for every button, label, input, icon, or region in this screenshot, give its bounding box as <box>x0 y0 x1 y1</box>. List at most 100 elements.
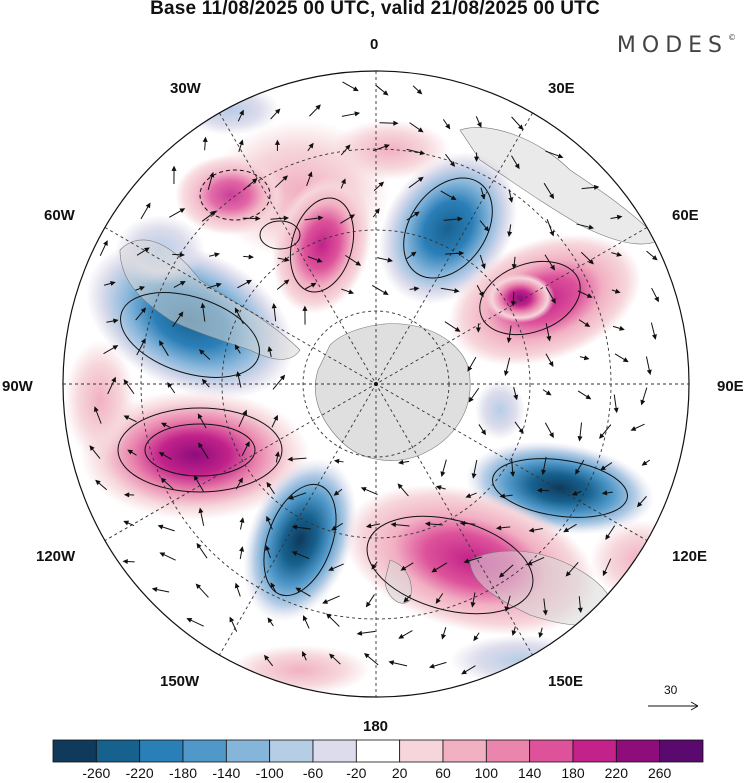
wind-vector-head <box>270 582 276 589</box>
colorbar <box>52 739 704 763</box>
pole-marker <box>374 382 378 386</box>
wind-vector-head <box>622 357 629 363</box>
colorbar-tick-label: 60 <box>435 765 451 781</box>
wind-vector-head <box>255 215 261 221</box>
wind-vector-head <box>498 572 505 578</box>
wind-vector-head <box>198 442 204 449</box>
wind-vector-head <box>111 376 116 383</box>
colorbar-swatch <box>355 739 401 763</box>
wind-vector-head <box>284 256 290 262</box>
wind-vector-head <box>459 520 466 526</box>
wind-vector-head <box>454 326 461 332</box>
colorbar-tick-label: -260 <box>82 765 111 781</box>
wind-vector-head <box>316 257 323 263</box>
wind-vector-head <box>585 394 592 400</box>
wind-vector-head <box>229 616 235 623</box>
colorbar-swatch <box>399 739 444 763</box>
wind-vector-head <box>584 322 591 328</box>
wind-vector-head <box>167 382 173 388</box>
wind-vectors <box>89 81 659 675</box>
wind-vector-head <box>348 289 355 295</box>
wind-vector-head <box>301 650 307 657</box>
wind-vector-head <box>282 175 288 181</box>
wind-vector-head <box>413 286 420 292</box>
lon-label-120e: 120E <box>672 548 708 565</box>
wind-vector-head <box>364 652 370 659</box>
colorbar-tick-label: -60 <box>302 765 324 781</box>
lon-label-30w: 30W <box>170 80 201 97</box>
colorbar-tick-label: -140 <box>212 765 241 781</box>
wind-vector-head <box>557 153 564 159</box>
wind-vector-head <box>234 307 240 314</box>
wind-vector-head <box>548 361 554 367</box>
wind-vector-head <box>216 282 222 288</box>
wind-vector-head <box>113 318 119 324</box>
wind-vector-head <box>431 567 438 573</box>
wind-vector-head <box>483 226 490 232</box>
new-zealand-shape <box>384 559 412 604</box>
map-disc <box>63 71 689 697</box>
lon-label-90w: 90W <box>2 378 33 395</box>
wind-vector-head <box>202 136 208 143</box>
wind-vector-head <box>382 90 389 96</box>
wind-vector-head <box>565 571 572 577</box>
wind-vector-head <box>288 495 294 500</box>
wind-vector-head <box>201 378 208 385</box>
wind-vector-head <box>393 120 399 126</box>
wind-vector-head <box>458 250 465 256</box>
wind-vector-head <box>410 251 417 257</box>
lon-label-150e: 150E <box>548 673 584 690</box>
wind-vector-head <box>499 493 506 499</box>
wind-vector-head <box>398 633 405 639</box>
wind-vector-head <box>476 122 482 128</box>
colorbar-tick-label: -220 <box>125 765 154 781</box>
wind-vector-head <box>457 216 463 222</box>
wind-vector-head <box>654 296 659 303</box>
wind-vector-head <box>248 254 254 260</box>
wind-vector-head <box>352 86 359 92</box>
wind-vector-head <box>506 337 512 344</box>
colorbar-swatch <box>225 739 271 763</box>
wind-vector-head <box>349 214 356 220</box>
wind-vector-head <box>600 465 606 471</box>
wind-vector-head <box>467 365 473 372</box>
colorbar-tick-label: 260 <box>647 765 672 781</box>
wind-vector-head <box>602 570 608 577</box>
lon-label-30e: 30E <box>548 80 575 97</box>
wind-vector-head <box>273 414 278 421</box>
colorbar-swatch <box>95 739 141 763</box>
wind-vector-head <box>365 601 371 608</box>
wind-vector-head <box>308 142 314 149</box>
wind-vector-head <box>652 255 658 261</box>
wind-vector-head <box>123 492 130 498</box>
wind-vector-head <box>546 335 552 342</box>
colorbar-swatch <box>182 739 227 763</box>
wind-vector-head <box>112 345 119 350</box>
wind-vector-head <box>234 344 240 350</box>
wind-vector-head <box>545 390 552 396</box>
lon-label-60e: 60E <box>672 207 699 224</box>
wind-vector-head <box>333 490 340 496</box>
wind-vector-head <box>238 477 243 484</box>
wind-vector-head <box>473 635 479 642</box>
wind-vector-head <box>508 197 514 203</box>
wind-vector-head <box>123 379 129 385</box>
wind-vector-head <box>549 432 554 439</box>
wind-vector-head <box>450 195 457 201</box>
vector-scale-label: 30 <box>664 683 678 697</box>
wind-vector-head <box>198 349 205 355</box>
colorbar-tick-label: 180 <box>561 765 585 781</box>
wind-vector-head <box>428 663 435 669</box>
wind-vector-head <box>614 288 621 294</box>
wind-vector-head <box>360 487 367 492</box>
wind-vector-head <box>274 139 280 145</box>
lon-label-60w: 60W <box>44 207 75 224</box>
wind-vector-head <box>616 214 623 220</box>
wind-vector-head <box>613 407 619 414</box>
wind-vector-head <box>575 468 580 475</box>
wind-vector-head <box>504 606 510 612</box>
wind-vector-head <box>331 525 337 531</box>
wind-vector-head <box>160 422 167 428</box>
wind-vector-head <box>400 565 407 571</box>
